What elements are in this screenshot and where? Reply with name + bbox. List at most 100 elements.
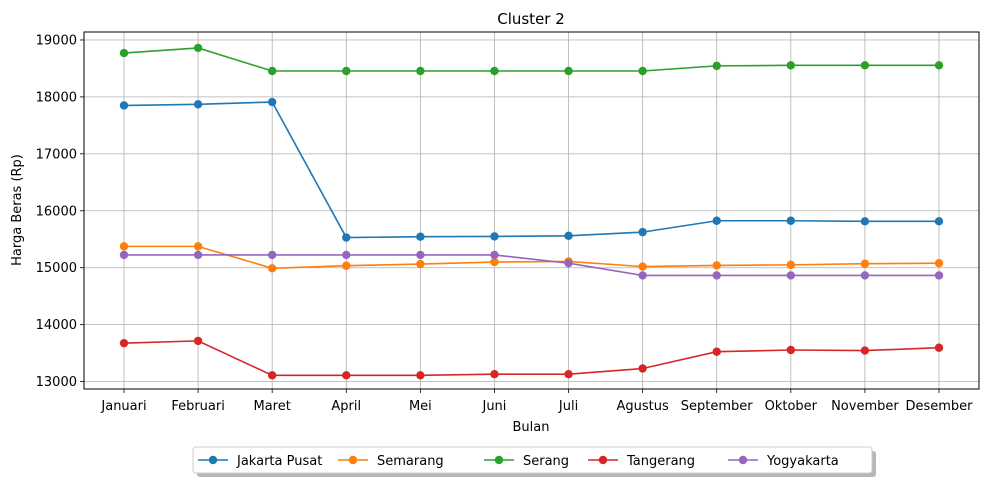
data-point-serang <box>712 61 721 71</box>
data-point-serang <box>786 61 796 70</box>
data-point-semarang <box>416 259 425 269</box>
series-tangerang <box>119 336 944 380</box>
data-point-yogyakarta <box>416 250 425 260</box>
legend-marker <box>208 455 218 465</box>
x-tick-label: Mei <box>409 399 432 414</box>
y-tick-label: 17000 <box>36 147 77 162</box>
data-point-yogyakarta <box>712 271 721 280</box>
x-axis-label: Bulan <box>513 420 550 435</box>
legend-label: Yogyakarta <box>766 454 839 469</box>
series-yogyakarta <box>119 250 944 280</box>
y-tick-label: 16000 <box>36 204 77 219</box>
x-tick-label: Desember <box>905 399 973 414</box>
data-point-jakarta-pusat <box>416 232 425 241</box>
data-point-tangerang <box>786 345 796 355</box>
y-tick-label: 19000 <box>36 33 77 48</box>
data-point-jakarta-pusat <box>712 216 721 225</box>
data-point-semarang <box>934 258 944 268</box>
series-line-serang <box>123 47 939 72</box>
y-tick-label: 18000 <box>36 90 77 105</box>
data-point-yogyakarta <box>119 250 129 260</box>
legend-label: Serang <box>523 454 569 469</box>
data-point-serang <box>119 48 129 58</box>
data-point-jakarta-pusat <box>119 101 129 110</box>
data-point-tangerang <box>119 338 129 348</box>
x-tick-label: September <box>681 399 754 414</box>
data-point-semarang <box>119 242 129 251</box>
x-tick-label: April <box>331 399 361 414</box>
data-point-jakarta-pusat <box>934 217 944 226</box>
data-point-yogyakarta <box>934 271 944 280</box>
legend-item-semarang: Semarang <box>338 454 444 469</box>
series-line-semarang <box>124 245 940 270</box>
legend-items: Jakarta Pusat Semarang Serang Tangerang Yogy… <box>198 454 839 469</box>
data-point-serang <box>934 61 944 70</box>
data-point-yogyakarta <box>193 250 203 260</box>
legend-item-serang: Serang <box>484 454 569 469</box>
tick-layer: Januari Februari Maret April Mei Juni Juli Agus… <box>36 33 974 414</box>
data-point-tangerang <box>712 347 721 356</box>
data-point-jakarta-pusat <box>193 100 203 109</box>
x-tick-label: Februari <box>171 399 225 414</box>
data-point-serang <box>342 66 351 76</box>
legend-marker <box>598 455 608 465</box>
data-point-tangerang <box>490 369 499 379</box>
data-point-jakarta-pusat <box>860 217 870 226</box>
data-point-yogyakarta <box>267 250 277 260</box>
data-point-yogyakarta <box>860 271 870 280</box>
legend-label: Tangerang <box>626 454 695 469</box>
data-point-semarang <box>860 259 870 268</box>
data-point-semarang <box>267 264 277 273</box>
data-point-tangerang <box>267 371 277 380</box>
data-point-tangerang <box>638 364 647 373</box>
x-tick-label: November <box>831 399 899 414</box>
data-point-jakarta-pusat <box>638 227 647 237</box>
data-point-serang <box>564 66 573 76</box>
legend-box <box>192 446 873 474</box>
data-point-tangerang <box>342 371 351 380</box>
data-point-tangerang <box>934 343 944 352</box>
y-tick-label: 13000 <box>36 375 77 390</box>
series-jakarta-pusat <box>119 97 944 242</box>
series-layer <box>119 43 944 380</box>
data-point-jakarta-pusat <box>786 216 796 225</box>
chart-title: Cluster 2 <box>497 10 565 28</box>
data-point-yogyakarta <box>342 250 351 260</box>
data-point-tangerang <box>416 371 425 380</box>
legend-marker <box>348 455 358 465</box>
data-point-semarang <box>342 261 351 270</box>
x-tick-label: Juli <box>558 399 578 414</box>
data-point-jakarta-pusat <box>342 233 351 242</box>
data-point-tangerang <box>860 346 870 355</box>
legend-label: Jakarta Pusat <box>236 454 322 469</box>
data-point-yogyakarta <box>786 271 796 280</box>
series-line-tangerang <box>123 340 940 377</box>
legend: Jakarta Pusat Semarang Serang Tangerang Yogy… <box>192 446 876 477</box>
data-point-serang <box>490 66 499 76</box>
series-line-yogyakarta <box>124 254 939 277</box>
x-tick-label: Maret <box>254 399 291 414</box>
x-tick-label: Januari <box>100 399 146 414</box>
data-point-serang <box>860 61 870 70</box>
data-point-semarang <box>638 262 647 271</box>
data-point-semarang <box>193 242 203 251</box>
y-axis-label: Harga Beras (Rp) <box>10 154 25 266</box>
legend-item-jakarta-pusat: Jakarta Pusat <box>198 454 322 469</box>
series-line-jakarta-pusat <box>123 101 939 239</box>
data-point-yogyakarta <box>638 271 647 280</box>
legend-item-yogyakarta: Yogyakarta <box>728 454 839 469</box>
data-point-tangerang <box>193 336 203 346</box>
x-tick-label: Juni <box>481 399 506 414</box>
x-tick-label: Oktober <box>765 399 818 414</box>
data-point-semarang <box>786 260 796 270</box>
grid-layer <box>84 32 979 389</box>
series-serang <box>119 43 944 76</box>
legend-item-tangerang: Tangerang <box>588 454 695 469</box>
legend-marker <box>494 455 504 465</box>
data-point-jakarta-pusat <box>267 97 277 107</box>
series-semarang <box>119 242 944 273</box>
data-point-tangerang <box>564 369 573 379</box>
data-point-jakarta-pusat <box>564 231 573 241</box>
data-point-serang <box>638 66 647 76</box>
